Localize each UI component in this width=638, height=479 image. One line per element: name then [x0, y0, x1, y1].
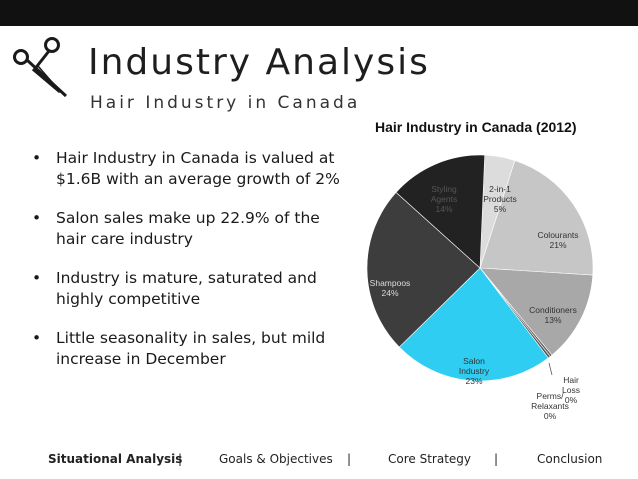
page-subtitle: Hair Industry in Canada	[90, 93, 361, 113]
footer-separator: |	[178, 452, 183, 466]
leader-line	[548, 362, 553, 376]
slice-label: Colourants 21%	[537, 230, 578, 250]
slice-label: Perms/Relaxants 0%	[531, 391, 569, 421]
pie-slice	[398, 267, 549, 382]
bullet-item: • Hair Industry in Canada is valued at $1…	[30, 148, 350, 190]
pie-slice	[479, 267, 594, 356]
bullet-text: Hair Industry in Canada is valued at $1.…	[56, 149, 340, 188]
bullet-text: Industry is mature, saturated and highly…	[56, 269, 317, 308]
bullet-marker: •	[32, 269, 42, 287]
footer-nav: Situational Analysis | Goals & Objective…	[0, 452, 638, 470]
top-bar	[0, 0, 638, 26]
slice-label: 2-in-1 Products 5%	[483, 184, 517, 214]
footer-link-situational-analysis[interactable]: Situational Analysis	[48, 452, 183, 466]
pie-slice	[395, 154, 486, 269]
bullet-marker: •	[32, 149, 42, 167]
pie-slice	[479, 160, 594, 276]
bullet-text: Little seasonality in sales, but mild in…	[56, 329, 326, 368]
slice-label: Shampoos 24%	[370, 278, 411, 298]
footer-link-goals-objectives[interactable]: Goals & Objectives	[219, 452, 333, 466]
footer-link-core-strategy[interactable]: Core Strategy	[388, 452, 472, 466]
bullet-list: • Hair Industry in Canada is valued at $1…	[30, 148, 350, 388]
slice-label: Salon Industry 23%	[459, 356, 490, 386]
pie-chart-svg: 2-in-1 Products 5% Colourants 21% Conditioner…	[366, 154, 594, 421]
scissors-icon	[8, 36, 70, 98]
chart-title: Hair Industry in Canada (2012)	[375, 119, 577, 135]
bullet-item: • Industry is mature, saturated and highl…	[30, 268, 350, 310]
pie-chart: 2-in-1 Products 5% Colourants 21% Conditioner…	[355, 150, 638, 440]
slice-label: Hair Loss 0%	[562, 375, 580, 405]
footer-separator: |	[347, 452, 352, 466]
footer-separator: |	[494, 452, 499, 466]
slice-label: Styling Agents 14%	[431, 184, 457, 214]
bullet-marker: •	[32, 209, 42, 227]
bullet-text: Salon sales make up 22.9% of the hair ca…	[56, 209, 320, 248]
pie-slice	[366, 191, 481, 348]
footer-link-conclusion[interactable]: Conclusion	[537, 452, 603, 466]
bullet-item: • Little seasonality in sales, but mild i…	[30, 328, 350, 370]
bullet-item: • Salon sales make up 22.9% of the hair c…	[30, 208, 350, 250]
bullet-marker: •	[32, 329, 42, 347]
page-title: Industry Analysis	[88, 42, 430, 83]
slice-label: Conditioners 13%	[529, 305, 577, 325]
